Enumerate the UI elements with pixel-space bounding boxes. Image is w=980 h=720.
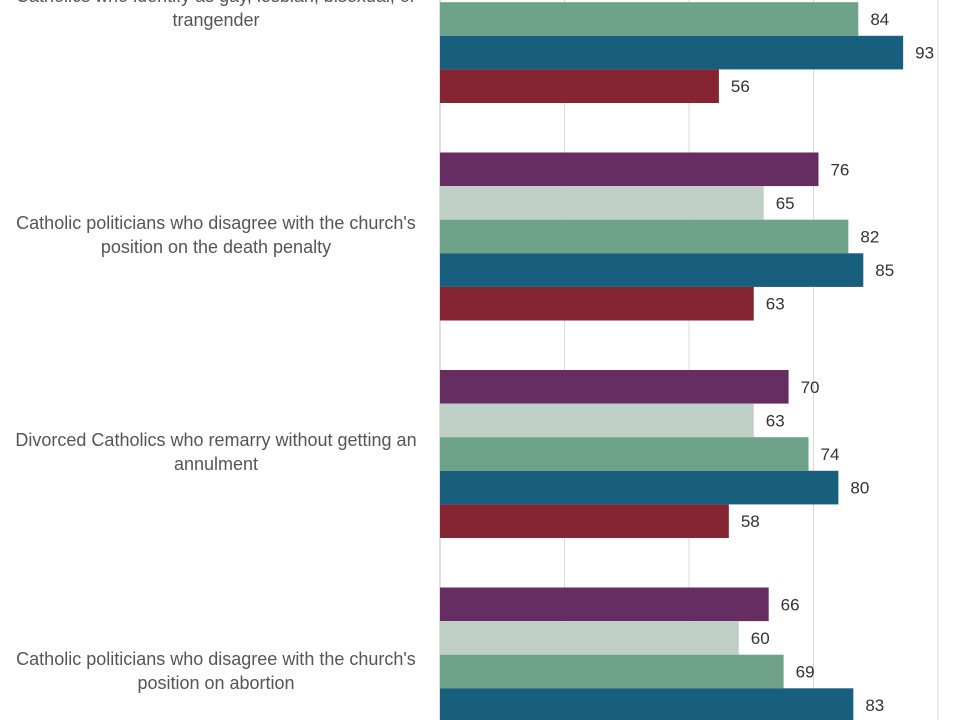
data-label: 70: [801, 378, 820, 397]
bar-cat2-series2: [440, 186, 764, 220]
data-label: 63: [766, 411, 785, 430]
data-label: 80: [850, 479, 869, 498]
data-label: 82: [860, 228, 879, 247]
bar-cat3-series3: [440, 437, 809, 471]
data-label: 56: [731, 77, 750, 96]
data-label: 65: [776, 194, 795, 213]
data-label: 85: [875, 261, 894, 280]
bar-cat2-series4: [440, 253, 864, 287]
bar-cat1-series3: [440, 2, 859, 36]
data-label: 74: [821, 445, 840, 464]
data-label: 63: [766, 295, 785, 314]
data-label: 83: [865, 696, 884, 715]
bar-cat3-series4: [440, 470, 839, 505]
data-label: 93: [915, 44, 934, 63]
category-label: Catholics who identify as gay, lesbian, …: [16, 0, 416, 30]
bar-cat4-series4: [440, 688, 854, 720]
bar-cat1-series4: [440, 35, 904, 70]
bar-cat2-series5: [440, 286, 754, 321]
data-label: 69: [796, 663, 815, 682]
bar-cat4-series2: [440, 621, 739, 655]
data-label: 60: [751, 629, 770, 648]
bar-cat4-series1: [440, 587, 769, 622]
data-label: 58: [741, 512, 760, 531]
category-label: Divorced Catholics who remarry without g…: [15, 430, 417, 474]
bar-cat4-series3: [440, 654, 784, 689]
bar-cat3-series1: [440, 370, 789, 404]
data-label: 66: [781, 595, 800, 614]
bar-cat2-series1: [440, 152, 819, 187]
data-label: 76: [830, 160, 849, 179]
bar-cat3-series2: [440, 403, 754, 438]
category-label: Catholic politicians who disagree with t…: [16, 213, 416, 257]
data-label: 84: [870, 10, 889, 29]
bar-cat1-series5: [440, 69, 719, 103]
bar-cat3-series5: [440, 504, 729, 538]
bar-cat2-series3: [440, 219, 849, 254]
category-label: Catholic politicians who disagree with t…: [16, 649, 416, 693]
